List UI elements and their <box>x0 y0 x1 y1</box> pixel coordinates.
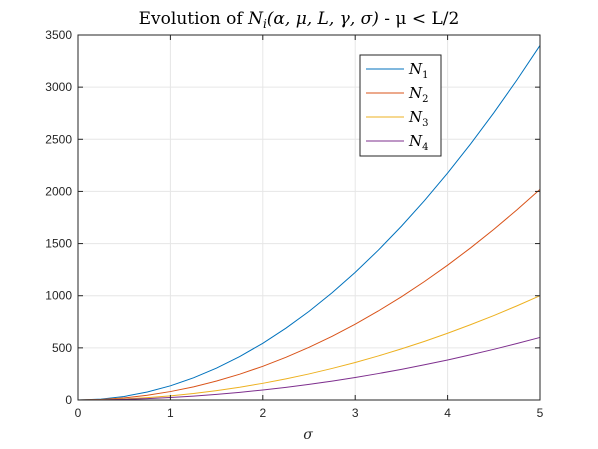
legend-label-subscript: 4 <box>422 142 428 153</box>
legend-label-subscript: 2 <box>422 94 428 105</box>
y-tick-label: 3000 <box>45 80 72 94</box>
x-tick-label: 5 <box>537 406 544 420</box>
y-tick-label: 500 <box>52 341 72 355</box>
y-tick-label: 0 <box>65 393 72 407</box>
ticks <box>77 34 541 401</box>
y-tick-label: 1000 <box>45 289 72 303</box>
legend-label-N3: N3 <box>408 108 429 129</box>
legend-label-main: N <box>408 108 423 126</box>
series-layer <box>77 45 541 401</box>
title-function: N <box>247 9 264 29</box>
series-line-N4 <box>77 336 541 401</box>
series-line-N3 <box>77 295 541 401</box>
series-line-N2 <box>77 188 541 401</box>
tick-labels: 0 1 2 3 4 5 0 500 1000 1500 2000 2500 3000 3500 <box>45 28 543 420</box>
series-line-N1 <box>77 45 541 401</box>
legend-label-N2: N2 <box>408 84 429 105</box>
legend-label-main: N <box>408 84 423 102</box>
title-prefix: Evolution of <box>139 9 248 29</box>
x-tick-label: 4 <box>444 406 451 420</box>
x-tick-label: 1 <box>167 406 174 420</box>
y-tick-label: 2000 <box>45 184 72 198</box>
grid-lines <box>77 34 541 401</box>
x-axis-label: σ <box>303 427 313 443</box>
legend-label-N1: N1 <box>408 60 429 81</box>
title-suffix: - μ < L/2 <box>379 9 459 29</box>
y-tick-label: 2500 <box>45 132 72 146</box>
legend-label-N4: N4 <box>408 132 429 153</box>
legend-label-subscript: 3 <box>422 118 428 129</box>
legend-box <box>359 54 442 157</box>
y-tick-label: 1500 <box>45 237 72 251</box>
chart-title: Evolution of Ni(α, μ, L, γ, σ) - μ < L/2 <box>139 9 460 31</box>
axes-box <box>77 34 541 401</box>
title-arguments: (α, μ, L, γ, σ) <box>267 9 379 29</box>
legend-label-subscript: 1 <box>422 70 428 81</box>
title-subscript: i <box>263 17 267 31</box>
x-tick-label: 3 <box>352 406 359 420</box>
legend-label-main: N <box>408 60 423 78</box>
x-tick-label: 2 <box>259 406 266 420</box>
y-tick-label: 3500 <box>45 28 72 42</box>
x-tick-label: 0 <box>75 406 82 420</box>
legend-label-main: N <box>408 132 423 150</box>
